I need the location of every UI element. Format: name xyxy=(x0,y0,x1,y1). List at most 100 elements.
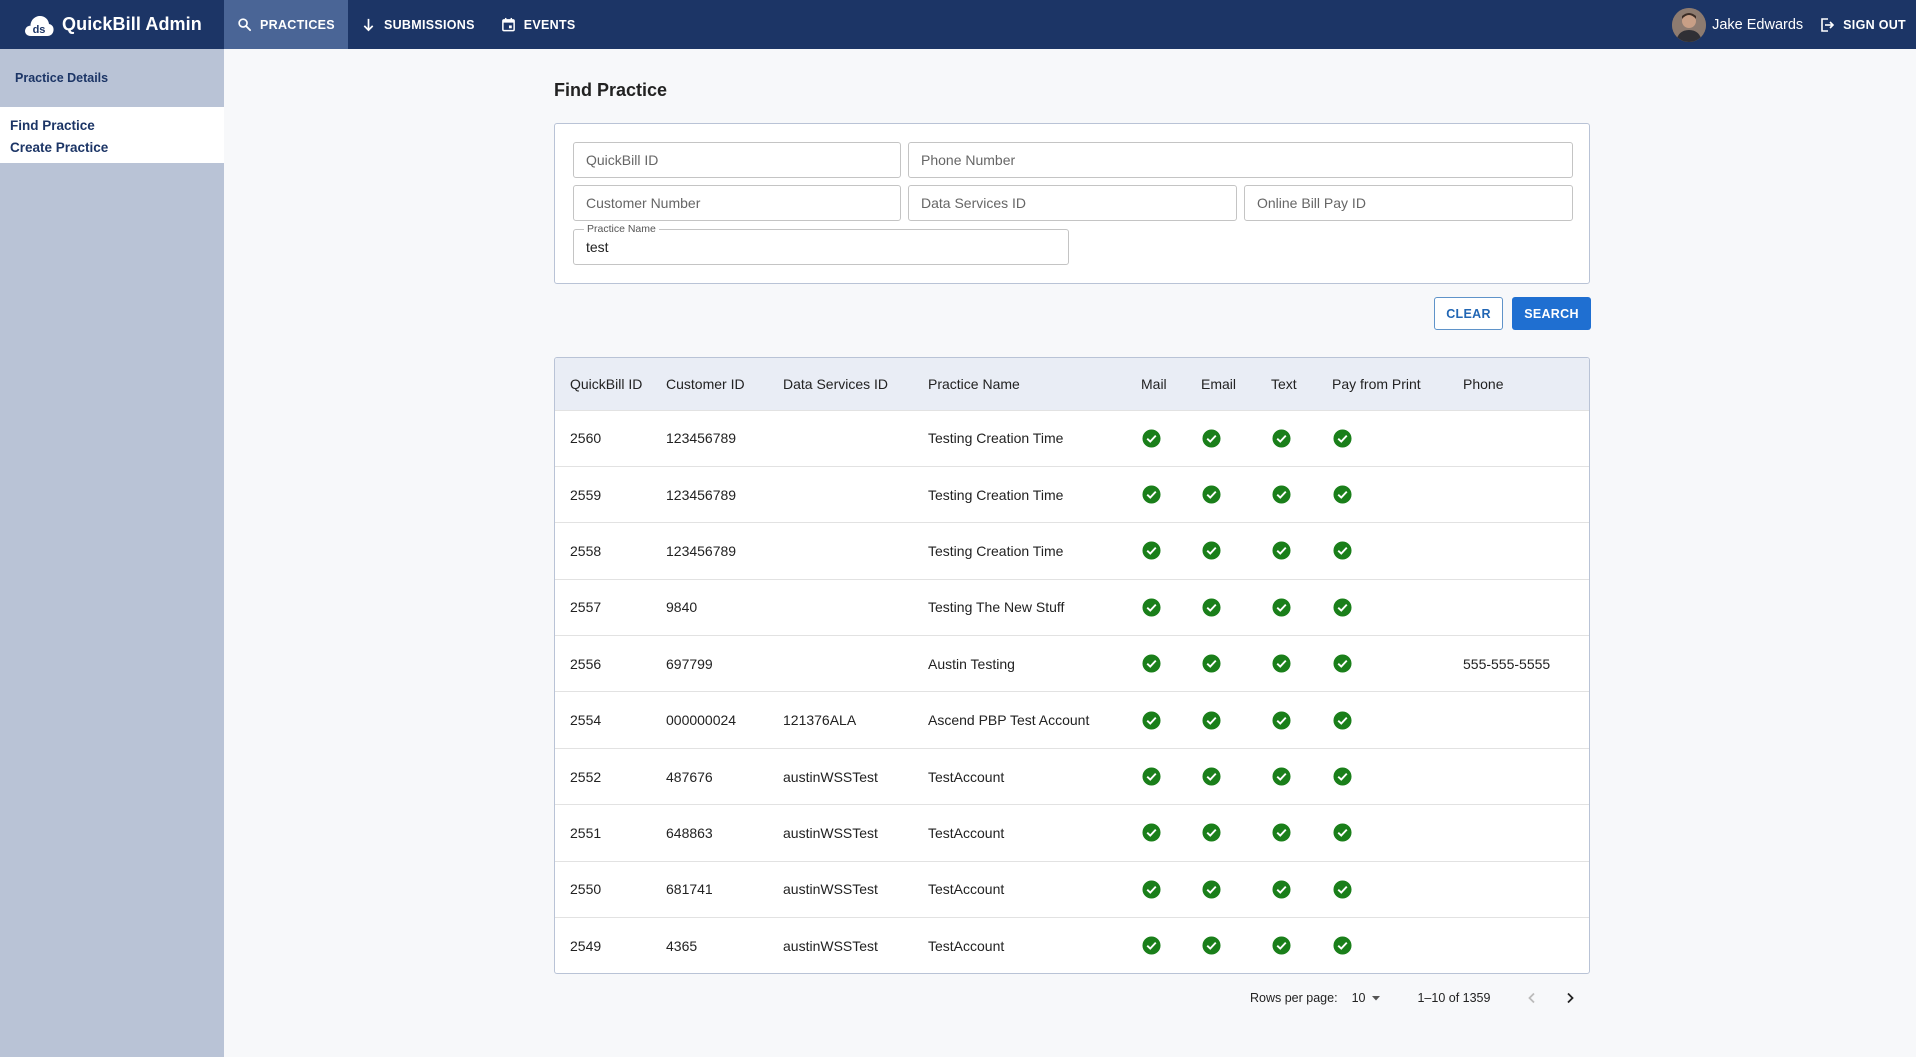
sidebar-item-create-practice[interactable]: Create Practice xyxy=(10,140,109,155)
cell-customer-id: 697799 xyxy=(666,655,713,672)
cell-data-services-id xyxy=(783,636,928,692)
search-button[interactable]: SEARCH xyxy=(1512,297,1591,330)
quickbill-id-input[interactable] xyxy=(574,143,900,177)
cell-phone xyxy=(1463,410,1589,466)
data-services-id-field xyxy=(908,185,1237,221)
cell-phone xyxy=(1463,579,1589,635)
cell-email xyxy=(1201,918,1271,973)
avatar[interactable] xyxy=(1672,7,1707,42)
cell-email xyxy=(1201,636,1271,692)
cell-quickbill-id: 2558 xyxy=(570,542,602,559)
nav-submissions[interactable]: SUBMISSIONS xyxy=(348,0,488,49)
nav-practices-label: PRACTICES xyxy=(260,17,335,32)
check-circle-icon xyxy=(1272,767,1291,786)
next-page-button[interactable] xyxy=(1558,986,1582,1010)
practice-name-input[interactable] xyxy=(574,230,1068,264)
cell-customer-id: 123456789 xyxy=(666,542,737,559)
check-circle-icon xyxy=(1202,880,1221,899)
cell-customer-id: 4365 xyxy=(666,937,698,954)
cell-pay-from-print xyxy=(1332,805,1463,861)
sidebar-item-find-practice[interactable]: Find Practice xyxy=(10,118,95,133)
table-row[interactable]: 2556 697799 Austin Testing 555-555-5555 xyxy=(555,635,1589,692)
rows-per-page-label: Rows per page: xyxy=(1250,991,1338,1005)
column-header-quickbill-id[interactable]: QuickBill ID xyxy=(570,375,643,392)
results-table: QuickBill ID Customer ID Data Services I… xyxy=(554,357,1590,974)
nav-events[interactable]: EVENTS xyxy=(488,0,589,49)
cell-mail xyxy=(1141,579,1201,635)
cell-phone xyxy=(1463,805,1589,861)
check-circle-icon xyxy=(1202,711,1221,730)
caret-down-icon xyxy=(1372,996,1381,1001)
cell-email xyxy=(1201,805,1271,861)
column-header-practice-name[interactable]: Practice Name xyxy=(928,375,1020,392)
nav-submissions-label: SUBMISSIONS xyxy=(383,17,475,32)
cell-practice-name: Testing The New Stuff xyxy=(928,599,1065,616)
check-circle-icon xyxy=(1333,823,1352,842)
cell-phone xyxy=(1463,861,1589,917)
table-row[interactable]: 2554 000000024 121376ALA Ascend PBP Test Ac… xyxy=(555,691,1589,748)
column-header-pay-from-print[interactable]: Pay from Print xyxy=(1332,375,1421,392)
check-circle-icon xyxy=(1272,711,1291,730)
cell-data-services-id: austinWSSTest xyxy=(783,824,878,841)
sidebar: Practice Details Find Practice Create Pr… xyxy=(0,49,224,1057)
table-row[interactable]: 2552 487676 austinWSSTest TestAccount xyxy=(555,748,1589,804)
sidebar-header: Practice Details xyxy=(15,70,109,85)
cell-phone xyxy=(1463,466,1589,522)
previous-page-button[interactable] xyxy=(1520,986,1544,1010)
rows-per-page-select[interactable]: 10 xyxy=(1352,991,1384,1005)
column-header-mail[interactable]: Mail xyxy=(1141,375,1167,392)
cell-quickbill-id: 2556 xyxy=(570,655,602,672)
online-bill-pay-id-field xyxy=(1244,185,1573,221)
check-circle-icon xyxy=(1202,598,1221,617)
svg-text:ds: ds xyxy=(33,24,46,36)
check-circle-icon xyxy=(1202,654,1221,673)
page-title: Find Practice xyxy=(554,80,668,100)
online-bill-pay-id-input[interactable] xyxy=(1245,186,1572,220)
table-row[interactable]: 2560 123456789 Testing Creation Time xyxy=(555,410,1589,466)
clear-button[interactable]: CLEAR xyxy=(1434,297,1503,330)
cell-data-services-id: 121376ALA xyxy=(783,712,857,729)
check-circle-icon xyxy=(1272,880,1291,899)
cell-practice-name: TestAccount xyxy=(928,768,1005,785)
cell-text xyxy=(1271,579,1332,635)
cell-phone xyxy=(1463,918,1589,973)
table-row[interactable]: 2550 681741 austinWSSTest TestAccount xyxy=(555,861,1589,917)
table-row[interactable]: 2557 9840 Testing The New Stuff xyxy=(555,579,1589,635)
cell-text xyxy=(1271,466,1332,522)
column-header-data-services-id[interactable]: Data Services ID xyxy=(783,375,889,392)
phone-number-input[interactable] xyxy=(909,143,1572,177)
practice-name-label: Practice Name xyxy=(584,223,659,235)
table-row[interactable]: 2549 4365 austinWSSTest TestAccount xyxy=(555,917,1589,973)
practice-name-field: Practice Name xyxy=(573,223,1069,265)
nav-practices[interactable]: PRACTICES xyxy=(224,0,348,49)
cell-text xyxy=(1271,918,1332,973)
pagination-range: 1–10 of 1359 xyxy=(1417,991,1491,1005)
table-row[interactable]: 2559 123456789 Testing Creation Time xyxy=(555,466,1589,522)
sign-out-button[interactable]: SIGN OUT xyxy=(1819,17,1906,33)
cell-data-services-id xyxy=(783,466,928,522)
avatar-image xyxy=(1672,7,1707,42)
cell-customer-id: 487676 xyxy=(666,768,713,785)
column-header-email[interactable]: Email xyxy=(1201,375,1237,392)
column-header-phone[interactable]: Phone xyxy=(1463,375,1504,392)
cell-quickbill-id: 2550 xyxy=(570,881,602,898)
check-circle-icon xyxy=(1202,541,1221,560)
sign-out-label: SIGN OUT xyxy=(1843,17,1906,32)
data-services-id-input[interactable] xyxy=(909,186,1236,220)
search-icon xyxy=(238,18,252,32)
check-circle-icon xyxy=(1202,823,1221,842)
cell-data-services-id: austinWSSTest xyxy=(783,768,878,785)
column-header-text[interactable]: Text xyxy=(1271,375,1297,392)
check-circle-icon xyxy=(1202,767,1221,786)
table-row[interactable]: 2551 648863 austinWSSTest TestAccount xyxy=(555,804,1589,861)
cell-practice-name: Austin Testing xyxy=(928,655,1015,672)
check-circle-icon xyxy=(1142,429,1161,448)
check-circle-icon xyxy=(1333,654,1352,673)
table-row[interactable]: 2558 123456789 Testing Creation Time xyxy=(555,522,1589,579)
brand[interactable]: ds QuickBill Admin xyxy=(0,0,224,49)
cell-pay-from-print xyxy=(1332,410,1463,466)
check-circle-icon xyxy=(1142,654,1161,673)
column-header-customer-id[interactable]: Customer ID xyxy=(666,375,745,392)
cell-phone: 555-555-5555 xyxy=(1463,655,1551,672)
customer-number-input[interactable] xyxy=(574,186,900,220)
